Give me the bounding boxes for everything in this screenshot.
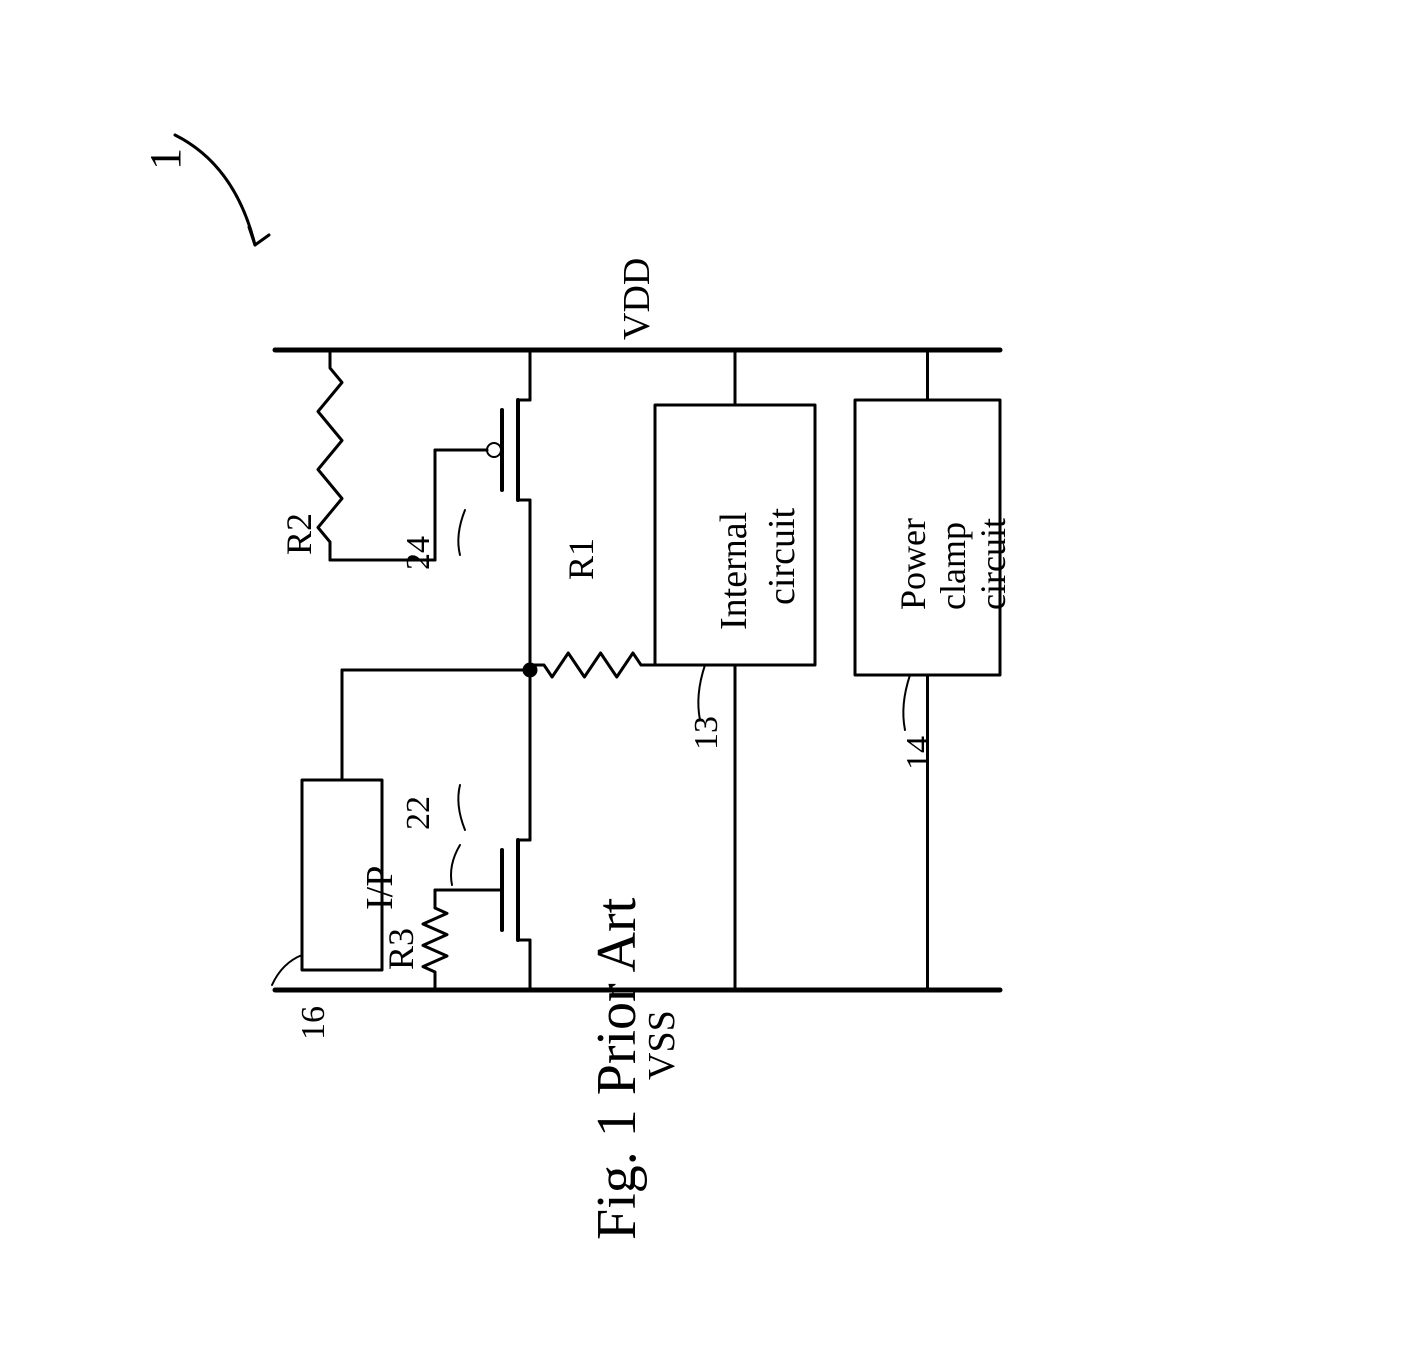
ip-ref: 16 — [295, 1006, 333, 1040]
power-ref: 14 — [900, 736, 938, 770]
nmos-ref: 22 — [400, 796, 438, 830]
r2-label: R2 — [278, 513, 320, 555]
r3-label: R3 — [380, 928, 422, 970]
internal-line1: Internal — [712, 512, 756, 630]
internal-line2: circuit — [760, 508, 804, 605]
power-line1: Power — [892, 518, 934, 610]
power-line3: circuit — [972, 518, 1014, 610]
ip-label: I/P — [358, 866, 402, 910]
schematic-svg — [0, 0, 1411, 1372]
vdd-label: VDD — [615, 258, 659, 340]
r1-label: R1 — [560, 538, 602, 580]
pmos-ref: 24 — [400, 536, 438, 570]
power-line2: clamp — [932, 522, 974, 610]
internal-ref: 13 — [688, 716, 726, 750]
figure-ref-number: 1 — [140, 148, 191, 170]
figure-caption: Fig. 1 Prior Art — [585, 898, 649, 1240]
